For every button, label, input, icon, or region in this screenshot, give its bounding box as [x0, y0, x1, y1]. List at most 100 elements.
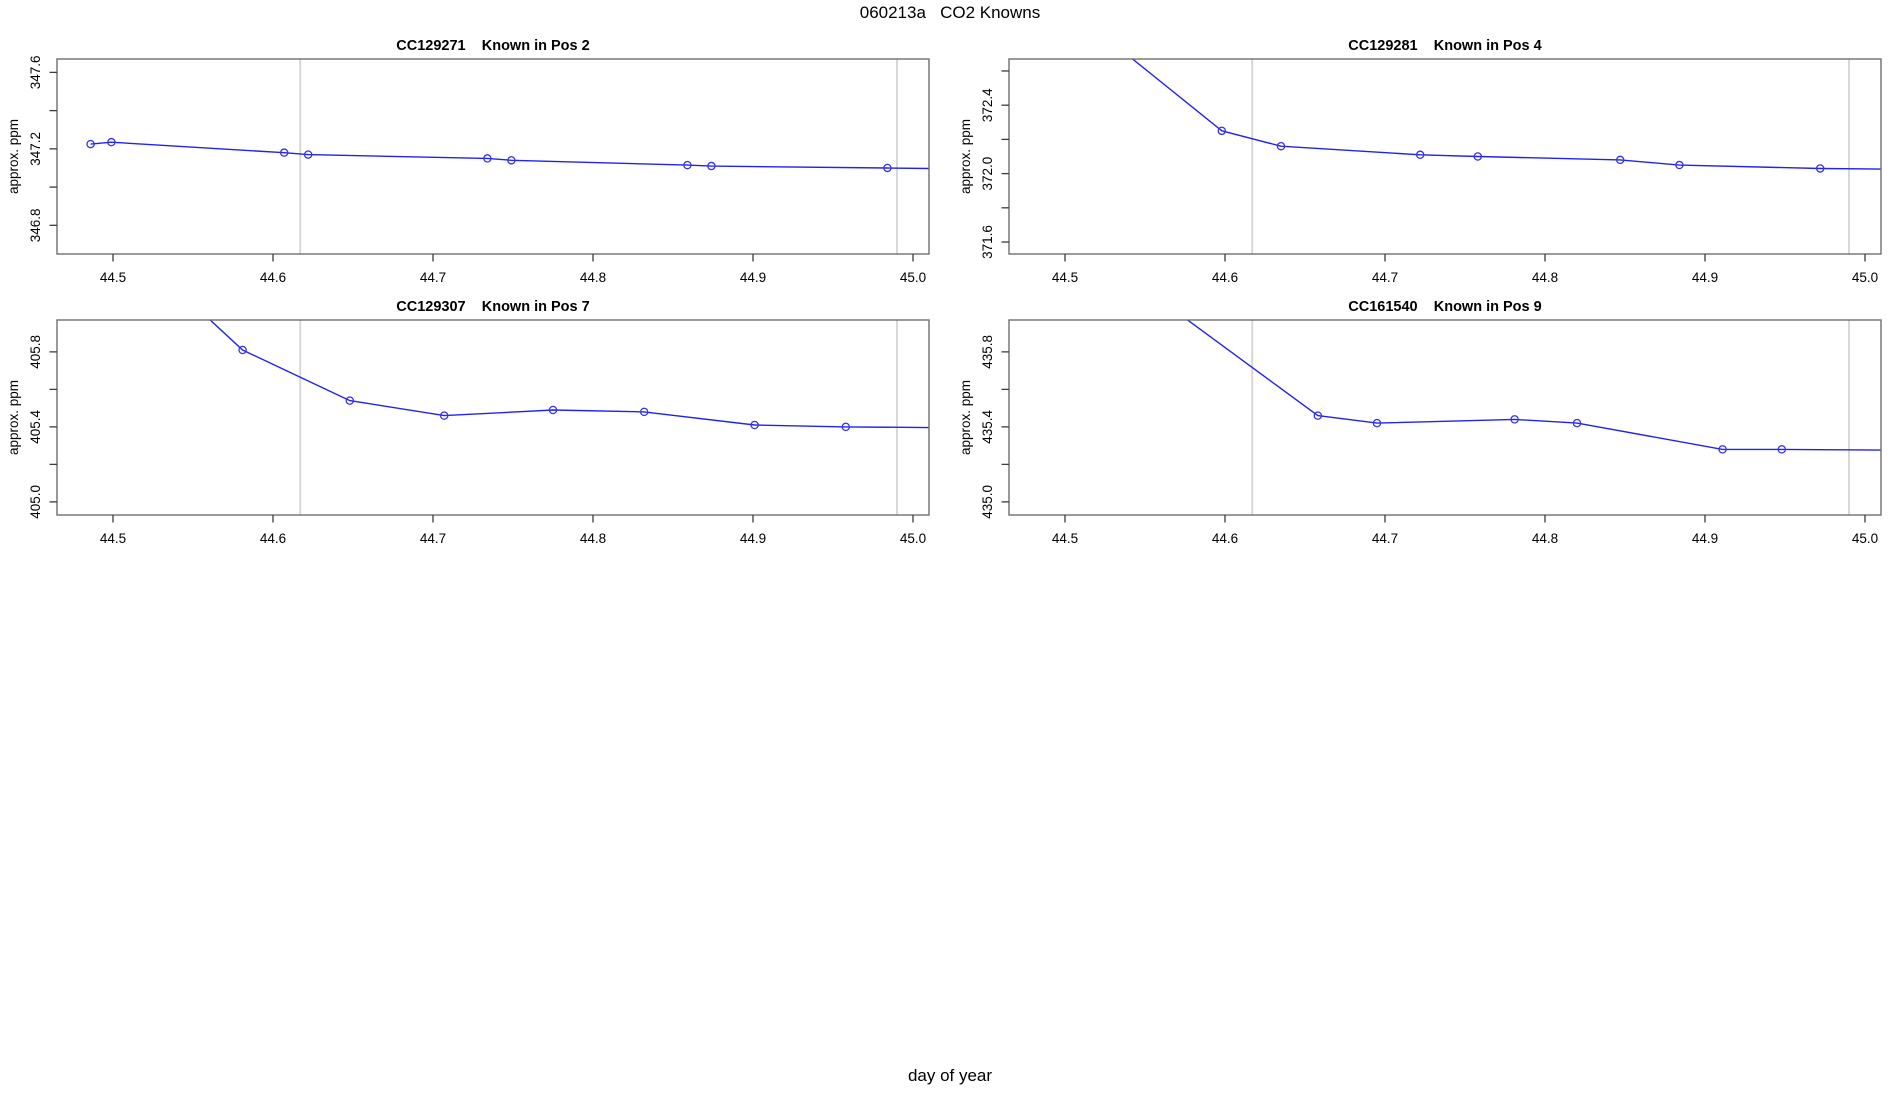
data-point-marker	[303, 150, 313, 159]
plot-clip-group	[209, 320, 929, 515]
y-tick-label: 371.6	[980, 225, 995, 259]
panel-plot-svg: 44.5 44.6 44.7 44.8 44.9 45.0 346.8 347.2 347.6 a…	[6, 55, 930, 285]
data-line	[1131, 59, 1881, 170]
y-tick-label: 347.2	[28, 132, 43, 166]
x-tick-label: 44.5	[1052, 270, 1078, 285]
plot-clip-group	[1131, 59, 1881, 254]
x-tick-label: 44.7	[420, 531, 446, 546]
x-tick-label: 44.7	[1372, 531, 1398, 546]
y-tick-label: 372.0	[980, 157, 995, 191]
y-axis-title: approx. ppm	[958, 380, 973, 455]
data-point-marker	[439, 411, 449, 420]
plot-box	[56, 319, 930, 516]
x-tick-label: 45.0	[1852, 270, 1878, 285]
y-tick-label: 405.0	[28, 485, 43, 519]
panel-title: CC129307 Known in Pos 7	[396, 299, 590, 315]
x-tick-label: 44.7	[1372, 270, 1398, 285]
x-tick-label: 44.5	[100, 531, 126, 546]
x-tick-label: 44.6	[1212, 270, 1238, 285]
panel-title: CC129271 Known in Pos 2	[396, 38, 590, 54]
x-tick-label: 44.5	[1052, 531, 1078, 546]
data-point-marker	[1415, 150, 1425, 160]
y-tick-label: 405.8	[28, 335, 43, 369]
data-line	[90, 141, 929, 170]
data-point-marker	[639, 407, 649, 417]
data-point-marker	[1372, 418, 1382, 428]
data-point-marker	[1217, 126, 1227, 136]
plot-box	[1008, 58, 1882, 255]
data-point-marker	[238, 345, 247, 355]
x-axis-title: day of year	[907, 1066, 993, 1085]
y-tick-label: 405.4	[28, 409, 43, 443]
x-tick-label: 45.0	[900, 531, 926, 546]
data-point-marker	[883, 163, 892, 173]
x-tick-label: 44.5	[100, 270, 126, 285]
x-tick-label: 44.6	[260, 270, 286, 285]
y-tick-label: 346.8	[28, 208, 43, 242]
data-point-marker	[1276, 141, 1286, 151]
plot-box	[56, 58, 930, 255]
x-tick-label: 44.8	[580, 270, 606, 285]
x-tick-label: 44.8	[1532, 531, 1558, 546]
x-tick-label: 44.9	[1692, 531, 1718, 546]
plot-area: 44.5 44.6 44.7 44.8 44.9 45.0 405.0 405.4 405.8 a…	[6, 319, 930, 546]
data-point-marker	[483, 154, 492, 163]
data-point-marker	[1718, 445, 1727, 454]
panel-plot-svg: 44.5 44.6 44.7 44.8 44.9 45.0 405.0 405.4 405.8 a…	[6, 319, 930, 546]
y-axis-title: approx. ppm	[6, 380, 21, 455]
data-point-marker	[1313, 411, 1323, 420]
data-point-marker	[1675, 160, 1684, 170]
x-tick-label: 44.9	[740, 270, 766, 285]
x-tick-label: 44.8	[1532, 270, 1558, 285]
plot-area: 44.5 44.6 44.7 44.8 44.9 45.0 435.0 435.4 435.8 a…	[958, 319, 1882, 546]
x-tick-label: 44.9	[1692, 270, 1718, 285]
y-tick-label: 435.8	[980, 335, 995, 369]
data-point-marker	[1510, 415, 1519, 424]
data-line	[209, 320, 929, 429]
x-tick-label: 45.0	[1852, 531, 1878, 546]
y-tick-label: 435.0	[980, 485, 995, 519]
plot-area: 44.5 44.6 44.7 44.8 44.9 45.0 371.6 372.0 372.4 a…	[958, 58, 1882, 285]
figure-title: 060213a CO2 Knowns	[859, 3, 1041, 22]
data-point-marker	[1572, 418, 1582, 428]
x-tick-label: 44.8	[580, 531, 606, 546]
data-point-marker	[279, 148, 289, 157]
data-point-marker	[707, 161, 716, 171]
data-point-marker	[86, 139, 95, 149]
data-point-marker	[841, 422, 851, 432]
x-tick-label: 45.0	[900, 270, 926, 285]
data-point-marker	[107, 137, 116, 147]
x-tick-label: 44.9	[740, 531, 766, 546]
panel-known-pos-2: CC129271 Known in Pos 2 44.5 44.6 44.7 44.8…	[0, 30, 950, 300]
x-tick-label: 44.7	[420, 270, 446, 285]
plot-area: 44.5 44.6 44.7 44.8 44.9 45.0 346.8 347.2 347.6 a…	[6, 55, 930, 285]
data-line	[1186, 320, 1881, 451]
data-point-marker	[750, 420, 759, 430]
panel-known-pos-7: CC129307 Known in Pos 7 44.5 44.6 44.7 44.8…	[0, 291, 950, 561]
data-point-marker	[345, 396, 355, 405]
panel-title: CC129281 Known in Pos 4	[1348, 38, 1542, 54]
plot-clip-group	[86, 59, 929, 254]
data-point-marker	[1777, 445, 1787, 454]
plot-box	[1008, 319, 1882, 516]
x-tick-label: 44.6	[1212, 531, 1238, 546]
y-axis-title: approx. ppm	[6, 119, 21, 194]
panel-title: CC161540 Known in Pos 9	[1348, 299, 1542, 315]
y-tick-label: 372.4	[980, 88, 995, 122]
data-point-marker	[507, 156, 516, 165]
plot-clip-group	[1186, 320, 1881, 515]
data-point-marker	[1815, 164, 1825, 173]
panel-known-pos-4: CC129281 Known in Pos 4 44.5 44.6 44.7 44.8…	[952, 30, 1900, 300]
panel-plot-svg: 44.5 44.6 44.7 44.8 44.9 45.0 435.0 435.4 435.8 a…	[958, 319, 1882, 546]
y-axis-title: approx. ppm	[958, 119, 973, 194]
panel-known-pos-9: CC161540 Known in Pos 9 44.5 44.6 44.7 44.8…	[952, 291, 1900, 561]
panel-plot-svg: 44.5 44.6 44.7 44.8 44.9 45.0 371.6 372.0 372.4 a…	[958, 58, 1882, 285]
data-point-marker	[1615, 155, 1625, 165]
y-tick-label: 347.6	[28, 55, 43, 89]
data-point-marker	[548, 405, 558, 415]
data-point-marker	[1473, 152, 1483, 161]
x-tick-label: 44.6	[260, 531, 286, 546]
data-point-marker	[683, 160, 692, 170]
y-tick-label: 435.4	[980, 409, 995, 443]
